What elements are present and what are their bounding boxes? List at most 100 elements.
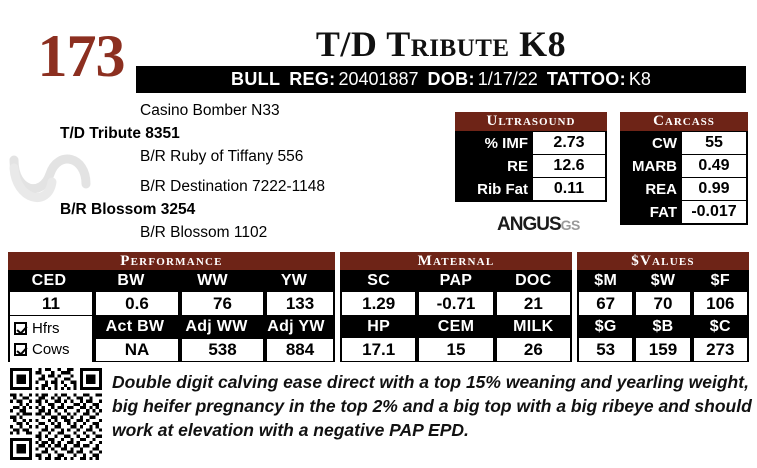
maternal-title: Maternal xyxy=(340,252,572,270)
carcass-row: CW 55 xyxy=(620,132,748,154)
dollar-values-values-row-1: 67 70 106 xyxy=(577,292,749,315)
ultrasound-title: Ultrasound xyxy=(455,112,607,131)
checkbox-checked-icon[interactable] xyxy=(14,343,27,356)
performance-values-row-2: NA 538 884 xyxy=(94,338,335,361)
tattoo-label: TATTOO: xyxy=(546,69,626,89)
description-text: Double digit calving ease direct with a … xyxy=(112,372,752,440)
carcass-label: MARB xyxy=(632,157,677,175)
dollar-value-value: 67 xyxy=(579,292,633,315)
checkbox-cows[interactable]: Cows xyxy=(14,339,92,360)
performance-value: 133 xyxy=(267,292,333,315)
tattoo-value: K8 xyxy=(628,69,651,89)
dollar-values-labels-row-2: $G $B $C xyxy=(577,316,749,338)
pedigree-sire-granddam: B/R Ruby of Tiffany 556 xyxy=(140,148,304,165)
checkbox-hfrs[interactable]: Hfrs xyxy=(14,318,92,339)
carcass-value: 0.99 xyxy=(682,178,746,200)
ultrasound-value: 0.11 xyxy=(533,178,605,200)
ultrasound-label: RE xyxy=(507,157,528,175)
page-title: T/D Tribute K8 xyxy=(315,24,567,64)
performance-value: 538 xyxy=(182,338,263,361)
performance-labels-row-2: Act BW Adj WW Adj YW xyxy=(94,316,335,339)
performance-value: 884 xyxy=(267,338,333,361)
dollar-value-label: $G xyxy=(594,318,617,335)
performance-label: YW xyxy=(280,272,308,289)
maternal-value: 17.1 xyxy=(342,338,416,361)
registration-label: REG: xyxy=(289,69,336,89)
performance-adjusted-block: Act BW Adj WW Adj YW NA 538 884 xyxy=(94,316,335,362)
maternal-labels-row-1: SC PAP DOC xyxy=(340,270,572,292)
pedigree-dam: B/R Blossom 3254 xyxy=(60,201,196,218)
pedigree-spacer xyxy=(60,168,450,175)
maternal-label: DOC xyxy=(515,272,552,289)
maternal-value: 26 xyxy=(496,338,570,361)
angus-logo-secondary: GS xyxy=(560,217,581,233)
ultrasound-row: Rib Fat 0.11 xyxy=(455,178,607,200)
angus-gs-logo: ANGUSGS xyxy=(497,215,580,235)
dollar-value-value: 53 xyxy=(579,338,633,361)
maternal-value: -0.71 xyxy=(419,292,493,315)
performance-value: 0.6 xyxy=(96,292,178,315)
dollar-value-value: 70 xyxy=(636,292,690,315)
dob-label: DOB: xyxy=(427,69,475,89)
lot-number: 173 xyxy=(37,23,126,89)
maternal-values-row-2: 17.1 15 26 xyxy=(340,338,572,361)
dollar-value-label: $M xyxy=(594,272,618,289)
checkbox-hfrs-label: Hfrs xyxy=(32,320,60,337)
dob-pair: DOB: 1/17/22 xyxy=(428,69,538,90)
qr-code-icon[interactable] xyxy=(10,368,102,460)
performance-label: Adj WW xyxy=(185,318,248,336)
angus-logo-primary: ANGUS xyxy=(497,214,562,235)
maternal-label: PAP xyxy=(439,272,473,289)
animal-sex: BULL xyxy=(231,69,281,89)
carcass-label: CW xyxy=(652,134,677,152)
performance-value: 76 xyxy=(182,292,263,315)
dollar-values-table: $Values $M $W $F 67 70 106 $G $B $C 53 1… xyxy=(577,252,749,362)
maternal-label: MILK xyxy=(513,318,554,335)
maternal-value: 21 xyxy=(496,292,570,315)
ultrasound-row: RE 12.6 xyxy=(455,155,607,177)
dollar-value-label: $C xyxy=(709,318,731,335)
registration-number: 20401887 xyxy=(338,69,419,89)
dollar-value-value: 273 xyxy=(693,338,747,361)
performance-values-row-1: 11 0.6 76 133 xyxy=(8,292,335,315)
pedigree-sire-grandsire: Casino Bomber N33 xyxy=(140,102,280,119)
dollar-value-label: $B xyxy=(652,318,674,335)
carcass-row: REA 0.99 xyxy=(620,178,748,200)
dollar-value-label: $W xyxy=(650,272,676,289)
performance-label: WW xyxy=(197,272,228,289)
dollar-values-labels-row-1: $M $W $F xyxy=(577,270,749,292)
breeding-checkbox-group[interactable]: Hfrs Cows xyxy=(10,316,92,362)
ultrasound-row: % IMF 2.73 xyxy=(455,132,607,154)
carcass-value: -0.017 xyxy=(682,201,746,223)
maternal-table: Maternal SC PAP DOC 1.29 -0.71 21 HP CEM… xyxy=(340,252,572,362)
performance-label: Act BW xyxy=(105,318,165,336)
ultrasound-table: Ultrasound % IMF 2.73 RE 12.6 Rib Fat 0.… xyxy=(455,112,607,202)
ultrasound-value: 2.73 xyxy=(533,132,605,154)
performance-title: Performance xyxy=(8,252,335,270)
carcass-title: Carcass xyxy=(620,112,748,131)
performance-label: CED xyxy=(31,272,67,289)
maternal-value: 1.29 xyxy=(342,292,416,315)
dollar-value-label: $F xyxy=(710,272,730,289)
animal-id-bar: BULL REG: 20401887 DOB: 1/17/22 TATTOO: … xyxy=(136,66,746,93)
maternal-label: SC xyxy=(367,272,391,289)
performance-bottom-block: Hfrs Cows Act BW Adj WW Adj YW NA 538 88… xyxy=(8,316,335,362)
checkbox-checked-icon[interactable] xyxy=(14,322,27,335)
maternal-label: CEM xyxy=(437,318,475,335)
ultrasound-value: 12.6 xyxy=(533,155,605,177)
dollar-value-value: 106 xyxy=(693,292,747,315)
performance-table: Performance CED BW WW YW 11 0.6 76 133 H… xyxy=(8,252,335,362)
maternal-value: 15 xyxy=(419,338,493,361)
performance-labels-row-1: CED BW WW YW xyxy=(8,270,335,292)
carcass-label: FAT xyxy=(649,203,677,221)
dollar-values-values-row-2: 53 159 273 xyxy=(577,338,749,361)
carcass-row: MARB 0.49 xyxy=(620,155,748,177)
performance-value: 11 xyxy=(10,292,92,315)
pedigree-dam-granddam: B/R Blossom 1102 xyxy=(140,224,268,241)
pedigree-dam-grandsire: B/R Destination 7222-1148 xyxy=(140,178,325,195)
maternal-values-row-1: 1.29 -0.71 21 xyxy=(340,292,572,315)
dollar-value-value: 159 xyxy=(636,338,690,361)
registration-pair: REG: 20401887 xyxy=(289,69,418,90)
ultrasound-label: Rib Fat xyxy=(477,180,528,198)
